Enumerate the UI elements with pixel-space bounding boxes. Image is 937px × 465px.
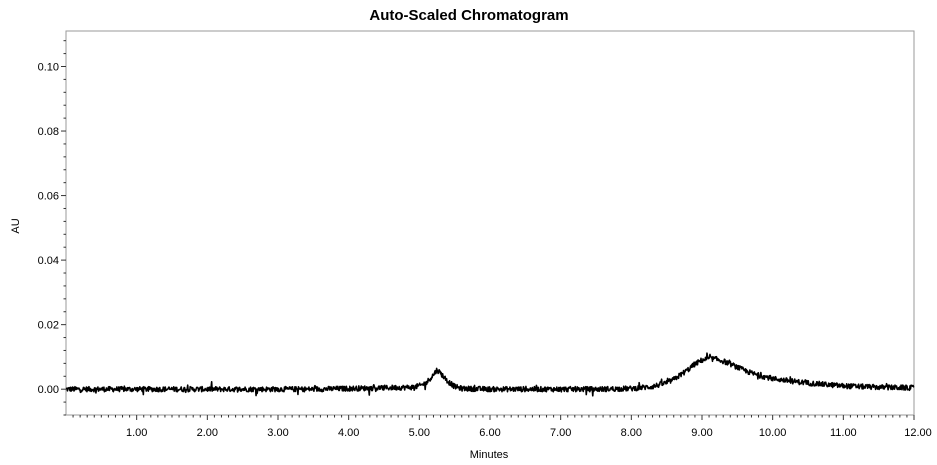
x-tick-label: 12.00 (904, 427, 932, 439)
y-tick-label: 0.04 (38, 255, 59, 267)
x-tick-label: 2.00 (197, 427, 218, 439)
x-tick-label: 7.00 (550, 427, 571, 439)
plot-area-frame (65, 30, 915, 416)
x-tick-label: 8.00 (621, 427, 642, 439)
x-axis-label: Minutes (470, 449, 509, 461)
x-tick-label: 11.00 (830, 427, 857, 439)
x-tick-label: 9.00 (691, 427, 712, 439)
y-tick-label: 0.00 (38, 384, 59, 396)
x-tick-label: 3.00 (267, 427, 288, 439)
y-axis: 0.00 0.02 0.04 0.06 0.08 0.10 (38, 40, 66, 416)
y-tick-label: 0.08 (38, 126, 59, 138)
y-tick-label: 0.10 (38, 61, 59, 73)
x-tick-label: 4.00 (338, 427, 359, 439)
y-tick-label: 0.02 (38, 320, 59, 332)
chart-title: Auto-Scaled Chromatogram (369, 7, 568, 24)
x-tick-label: 1.00 (126, 427, 147, 439)
x-tick-label: 5.00 (409, 427, 430, 439)
y-tick-label: 0.06 (38, 191, 59, 203)
chromatogram-trace (65, 352, 915, 397)
x-tick-label: 10.00 (759, 427, 787, 439)
x-tick-label: 6.00 (479, 427, 500, 439)
y-axis-label: AU (10, 218, 22, 233)
x-axis: 1.00 2.00 3.00 4.00 5.00 6.00 7.00 8.00 9.00 10.0… (72, 415, 932, 439)
